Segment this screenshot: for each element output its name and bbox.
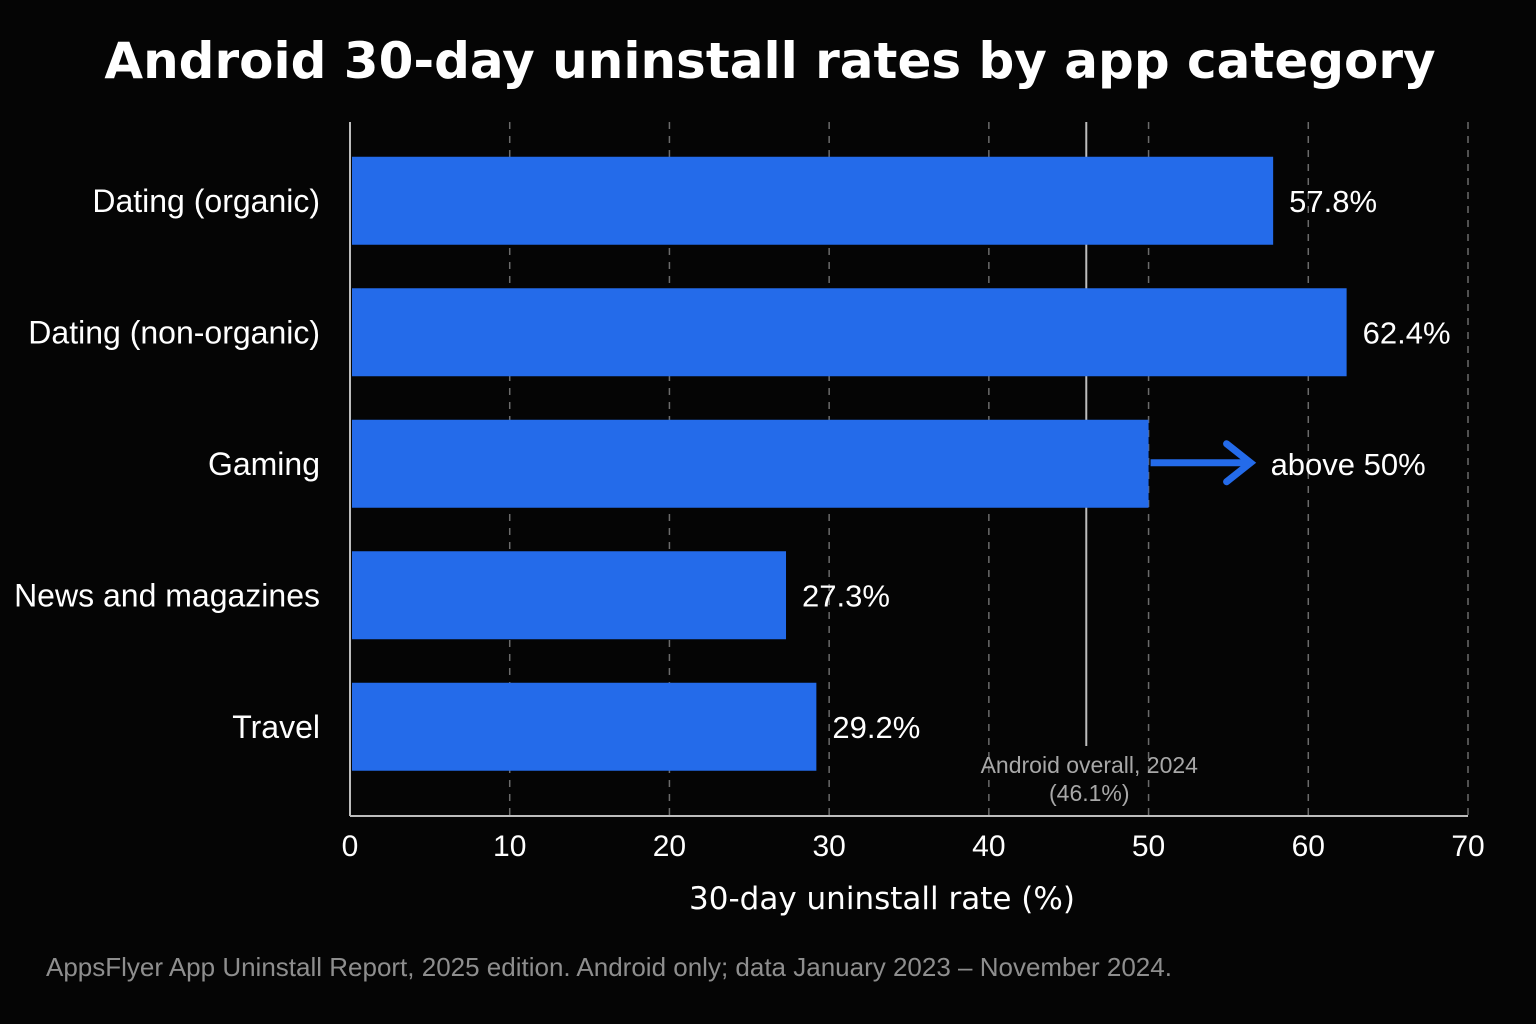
category-label-gaming: Gaming xyxy=(208,446,320,482)
category-label-news-and-magazines: News and magazines xyxy=(14,577,320,613)
x-tick-label-30: 30 xyxy=(812,830,845,863)
bar-gaming xyxy=(352,419,1149,508)
reference-line-value-label: (46.1%) xyxy=(1049,780,1130,806)
reference-line-label: Android overall, 2024 xyxy=(981,752,1199,778)
value-label-news-and-magazines: 27.3% xyxy=(802,578,890,613)
value-label-dating-non-organic: 62.4% xyxy=(1363,315,1451,350)
x-tick-label-40: 40 xyxy=(972,830,1005,863)
labels: Dating (organic) 57.8% Dating (non-organic… xyxy=(14,183,1450,745)
bar-dating-organic xyxy=(352,156,1274,245)
value-label-dating-organic: 57.8% xyxy=(1289,184,1377,219)
chart-title: Android 30-day uninstall rates by app ca… xyxy=(104,32,1435,90)
axes: 0 10 20 30 40 50 60 70 xyxy=(342,122,1485,863)
bar-dating-non-organic xyxy=(352,288,1347,377)
x-axis-label: 30-day uninstall rate (%) xyxy=(689,881,1075,917)
category-label-dating-non-organic: Dating (non-organic) xyxy=(28,314,320,350)
value-label-gaming: above 50% xyxy=(1271,447,1426,482)
x-tick-label-50: 50 xyxy=(1132,830,1165,863)
x-tick-label-0: 0 xyxy=(342,830,359,863)
annotation-arrow-head xyxy=(1223,440,1257,486)
x-tick-label-20: 20 xyxy=(653,830,686,863)
source-note: AppsFlyer App Uninstall Report, 2025 edi… xyxy=(46,952,1172,982)
x-tick-label-60: 60 xyxy=(1292,830,1325,863)
value-label-travel: 29.2% xyxy=(832,710,920,745)
bar-news-and-magazines xyxy=(352,551,787,640)
category-label-dating-organic: Dating (organic) xyxy=(92,183,320,219)
x-tick-label-70: 70 xyxy=(1451,830,1484,863)
bar-travel xyxy=(352,682,817,771)
x-tick-label-10: 10 xyxy=(493,830,526,863)
bars xyxy=(352,156,1347,771)
category-label-travel: Travel xyxy=(232,709,320,745)
